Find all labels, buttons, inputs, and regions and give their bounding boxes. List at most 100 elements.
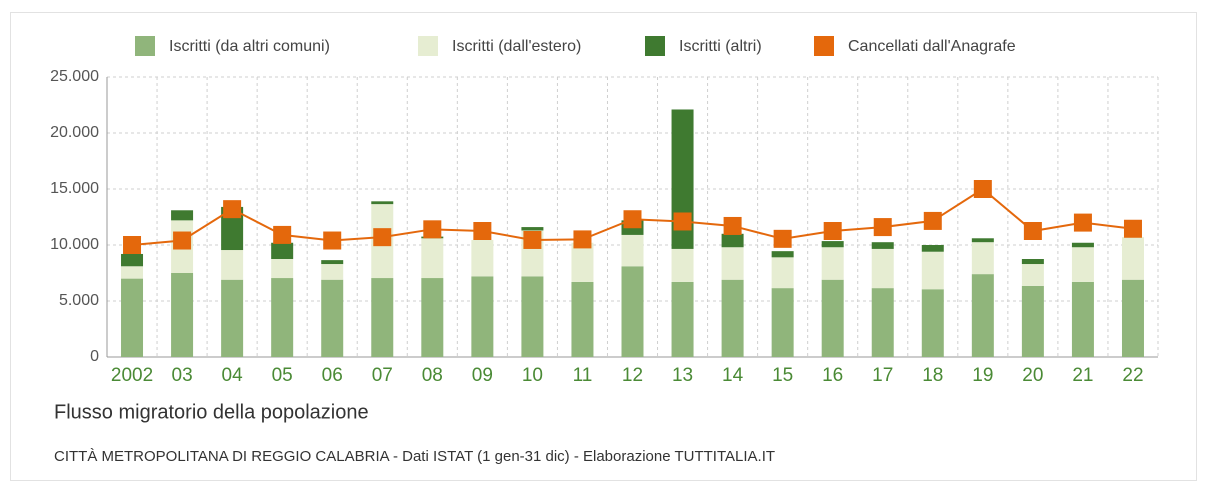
bar-segment [471, 276, 494, 357]
line-marker [1023, 222, 1042, 240]
bar-segment [1121, 279, 1144, 357]
x-tick-label: 20 [1022, 365, 1043, 386]
bar-segment [1071, 247, 1094, 282]
bar-segment [271, 278, 294, 357]
legend-swatch [418, 36, 438, 56]
bar-segment [421, 278, 444, 357]
line-marker [523, 230, 542, 249]
line-marker [973, 180, 992, 198]
x-tick-label: 14 [722, 365, 744, 386]
y-tick-label: 10.000 [50, 236, 99, 253]
bar-segment [1071, 281, 1094, 357]
x-tick-label: 11 [573, 365, 593, 386]
bar-segment [771, 288, 794, 357]
bar-segment [671, 281, 694, 357]
bar-segment [271, 259, 294, 279]
bar-segment [1021, 259, 1044, 265]
x-tick-label: 17 [872, 365, 893, 386]
bar-segment [371, 278, 394, 357]
bar-segment [321, 264, 344, 280]
bar-segment [121, 266, 144, 279]
legend-label: Iscritti (dall'estero) [452, 38, 581, 55]
x-tick-label: 22 [1122, 365, 1143, 386]
bar-segment [171, 210, 194, 221]
bar-segment [171, 273, 194, 357]
legend-label: Iscritti (altri) [679, 38, 762, 55]
line-marker [623, 210, 642, 229]
line-marker [773, 229, 792, 248]
bar-segment [571, 281, 594, 357]
x-tick-label: 10 [522, 365, 543, 386]
y-tick-label: 20.000 [50, 124, 99, 141]
bar-segment [321, 260, 344, 265]
bar-segment [771, 251, 794, 258]
x-tick-label: 05 [272, 365, 293, 386]
bar-segment [821, 279, 844, 357]
x-tick-label: 09 [472, 365, 493, 386]
bar-segment [221, 250, 244, 280]
bar-segment [421, 238, 444, 279]
bar-segment [521, 227, 544, 231]
line-marker [273, 225, 292, 244]
bar-segment [771, 257, 794, 289]
x-tick-label: 08 [422, 365, 443, 386]
line-marker [1073, 213, 1092, 232]
line-marker [573, 230, 592, 249]
bar-segment [521, 276, 544, 357]
line-marker [123, 236, 142, 254]
bar-segment [971, 274, 994, 357]
y-tick-label: 5.000 [59, 292, 99, 309]
bar-segment [971, 242, 994, 275]
bar-segment [921, 251, 944, 290]
bar-segment [121, 278, 144, 357]
x-tick-label: 18 [922, 365, 943, 386]
legend-swatch [814, 36, 834, 56]
bar-segment [971, 238, 994, 243]
x-tick-label: 07 [372, 365, 393, 386]
legend-swatch [135, 36, 155, 56]
bar-segment [821, 247, 844, 280]
bar-segment [371, 201, 394, 205]
bar-segment [621, 266, 644, 357]
bar-segment [621, 234, 644, 267]
line-marker [673, 212, 692, 231]
line-marker [373, 228, 392, 247]
line-marker [173, 231, 192, 250]
bar-segment [921, 245, 944, 252]
legend-label: Cancellati dall'Anagrafe [848, 38, 1016, 55]
bar-segment [721, 247, 744, 280]
bar-segment [871, 242, 894, 249]
x-tick-label: 19 [972, 365, 993, 386]
bar-segment [271, 242, 294, 259]
chart-frame [10, 12, 1197, 481]
bar-segment [221, 279, 244, 357]
x-tick-label: 12 [622, 365, 643, 386]
line-marker [223, 200, 242, 219]
bar-segment [321, 279, 344, 357]
bar-segment [121, 253, 144, 267]
line-marker [823, 222, 842, 240]
legend-swatch [645, 36, 665, 56]
bar-segment [871, 288, 894, 357]
bar-segment [1021, 264, 1044, 286]
line-marker [923, 211, 942, 230]
line-marker [1123, 219, 1142, 238]
bar-segment [1071, 242, 1094, 248]
x-tick-label: 2002 [111, 365, 153, 386]
y-tick-label: 15.000 [50, 180, 99, 197]
chart-title: Flusso migratorio della popolazione [54, 401, 369, 423]
x-tick-label: 16 [822, 365, 843, 386]
bar-segment [471, 239, 494, 277]
x-tick-label: 13 [672, 365, 693, 386]
x-tick-label: 03 [172, 365, 193, 386]
line-marker [723, 216, 742, 235]
line-marker [473, 222, 492, 240]
bar-segment [671, 248, 694, 282]
bar-segment [721, 233, 744, 248]
legend-label: Iscritti (da altri comuni) [169, 38, 330, 55]
chart-subtitle: CITTÀ METROPOLITANA DI REGGIO CALABRIA -… [54, 448, 775, 465]
x-tick-label: 04 [222, 365, 244, 386]
bar-segment [921, 289, 944, 357]
y-tick-label: 0 [90, 348, 99, 365]
